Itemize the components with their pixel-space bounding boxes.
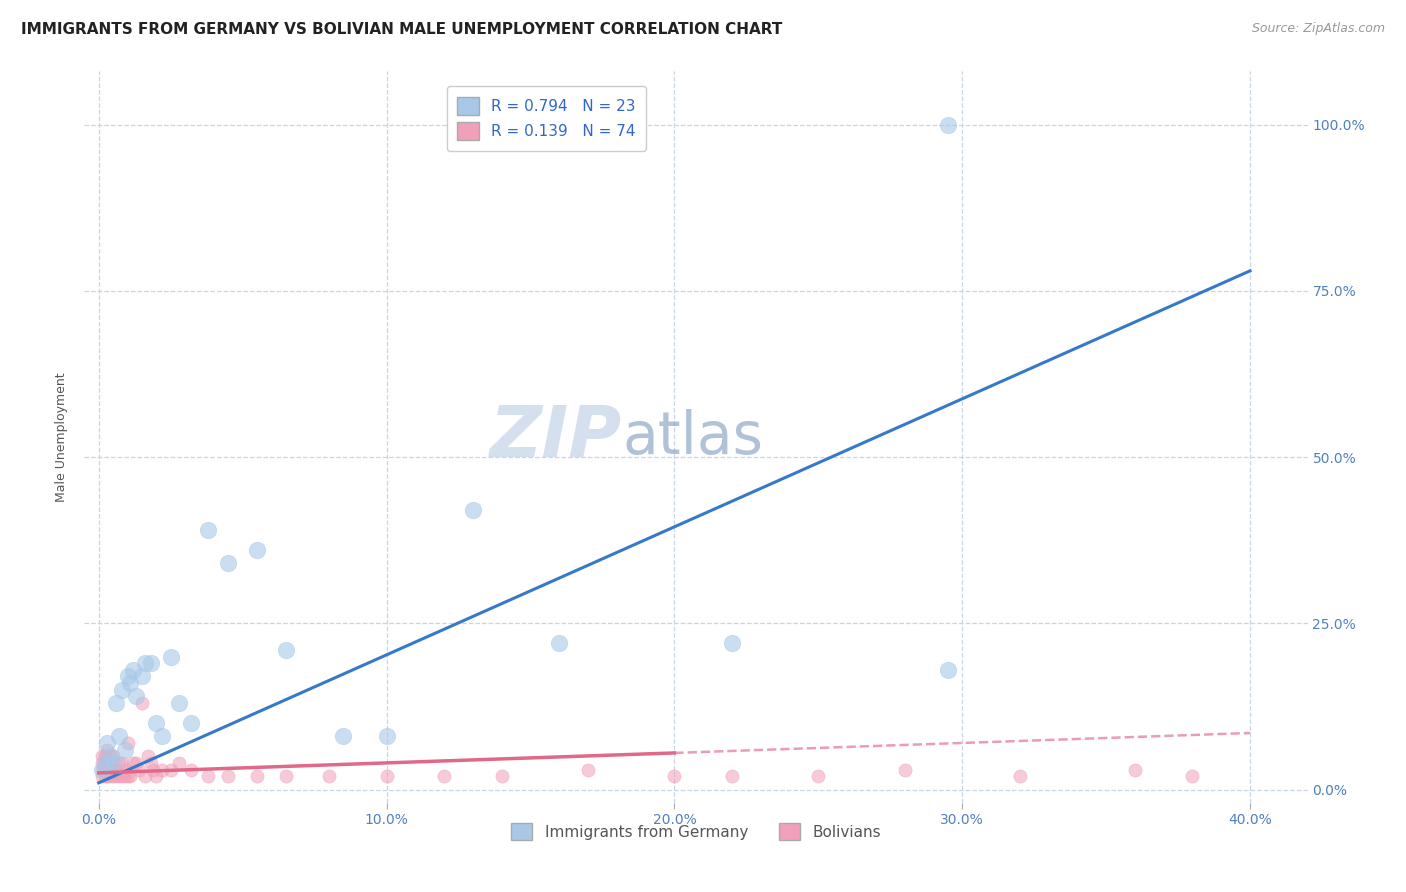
Legend: Immigrants from Germany, Bolivians: Immigrants from Germany, Bolivians	[505, 816, 887, 847]
Point	[936, 663, 959, 677]
Point	[108, 769, 131, 783]
Point	[159, 649, 181, 664]
Point	[105, 769, 128, 783]
Point	[98, 763, 121, 777]
Point	[101, 756, 124, 770]
Point	[721, 636, 744, 650]
Point	[108, 756, 131, 770]
Point	[246, 543, 269, 558]
Y-axis label: Male Unemployment: Male Unemployment	[55, 372, 69, 502]
Point	[159, 763, 181, 777]
Point	[131, 669, 153, 683]
Point	[375, 729, 398, 743]
Point	[108, 729, 131, 743]
Point	[332, 729, 354, 743]
Point	[375, 769, 398, 783]
Point	[807, 769, 830, 783]
Point	[1181, 769, 1204, 783]
Point	[461, 503, 484, 517]
Point	[101, 749, 124, 764]
Point	[120, 769, 142, 783]
Point	[150, 729, 173, 743]
Point	[96, 763, 118, 777]
Point	[93, 769, 115, 783]
Point	[548, 636, 571, 650]
Point	[246, 769, 269, 783]
Point	[125, 756, 148, 770]
Point	[217, 557, 239, 571]
Point	[142, 763, 165, 777]
Point	[101, 769, 124, 783]
Point	[576, 763, 599, 777]
Point	[936, 118, 959, 132]
Point	[90, 763, 112, 777]
Point	[131, 696, 153, 710]
Point	[98, 749, 121, 764]
Point	[90, 769, 112, 783]
Point	[893, 763, 915, 777]
Point	[93, 756, 115, 770]
Point	[197, 769, 219, 783]
Text: Source: ZipAtlas.com: Source: ZipAtlas.com	[1251, 22, 1385, 36]
Point	[98, 749, 121, 764]
Point	[93, 756, 115, 770]
Point	[136, 749, 159, 764]
Point	[139, 656, 162, 670]
Point	[114, 769, 136, 783]
Point	[96, 756, 118, 770]
Point	[134, 769, 156, 783]
Point	[96, 736, 118, 750]
Point	[180, 763, 202, 777]
Text: ZIP: ZIP	[491, 402, 623, 472]
Point	[117, 736, 139, 750]
Point	[318, 769, 340, 783]
Point	[105, 696, 128, 710]
Point	[145, 716, 167, 731]
Point	[134, 656, 156, 670]
Point	[180, 716, 202, 731]
Point	[1123, 763, 1146, 777]
Point	[114, 742, 136, 756]
Point	[122, 756, 145, 770]
Point	[433, 769, 456, 783]
Point	[90, 749, 112, 764]
Point	[117, 769, 139, 783]
Text: IMMIGRANTS FROM GERMANY VS BOLIVIAN MALE UNEMPLOYMENT CORRELATION CHART: IMMIGRANTS FROM GERMANY VS BOLIVIAN MALE…	[21, 22, 783, 37]
Point	[125, 690, 148, 704]
Point	[90, 763, 112, 777]
Point	[101, 763, 124, 777]
Point	[111, 756, 134, 770]
Point	[98, 769, 121, 783]
Point	[721, 769, 744, 783]
Point	[122, 663, 145, 677]
Point	[217, 769, 239, 783]
Point	[90, 756, 112, 770]
Point	[145, 769, 167, 783]
Point	[117, 669, 139, 683]
Text: atlas: atlas	[623, 409, 763, 466]
Point	[169, 696, 191, 710]
Point	[114, 763, 136, 777]
Point	[111, 682, 134, 697]
Point	[139, 756, 162, 770]
Point	[664, 769, 686, 783]
Point	[274, 643, 297, 657]
Point	[120, 676, 142, 690]
Point	[93, 749, 115, 764]
Point	[169, 756, 191, 770]
Point	[96, 742, 118, 756]
Point	[111, 769, 134, 783]
Point	[93, 763, 115, 777]
Point	[96, 769, 118, 783]
Point	[105, 763, 128, 777]
Point	[491, 769, 513, 783]
Point	[274, 769, 297, 783]
Point	[197, 523, 219, 537]
Point	[1008, 769, 1031, 783]
Point	[128, 763, 150, 777]
Point	[150, 763, 173, 777]
